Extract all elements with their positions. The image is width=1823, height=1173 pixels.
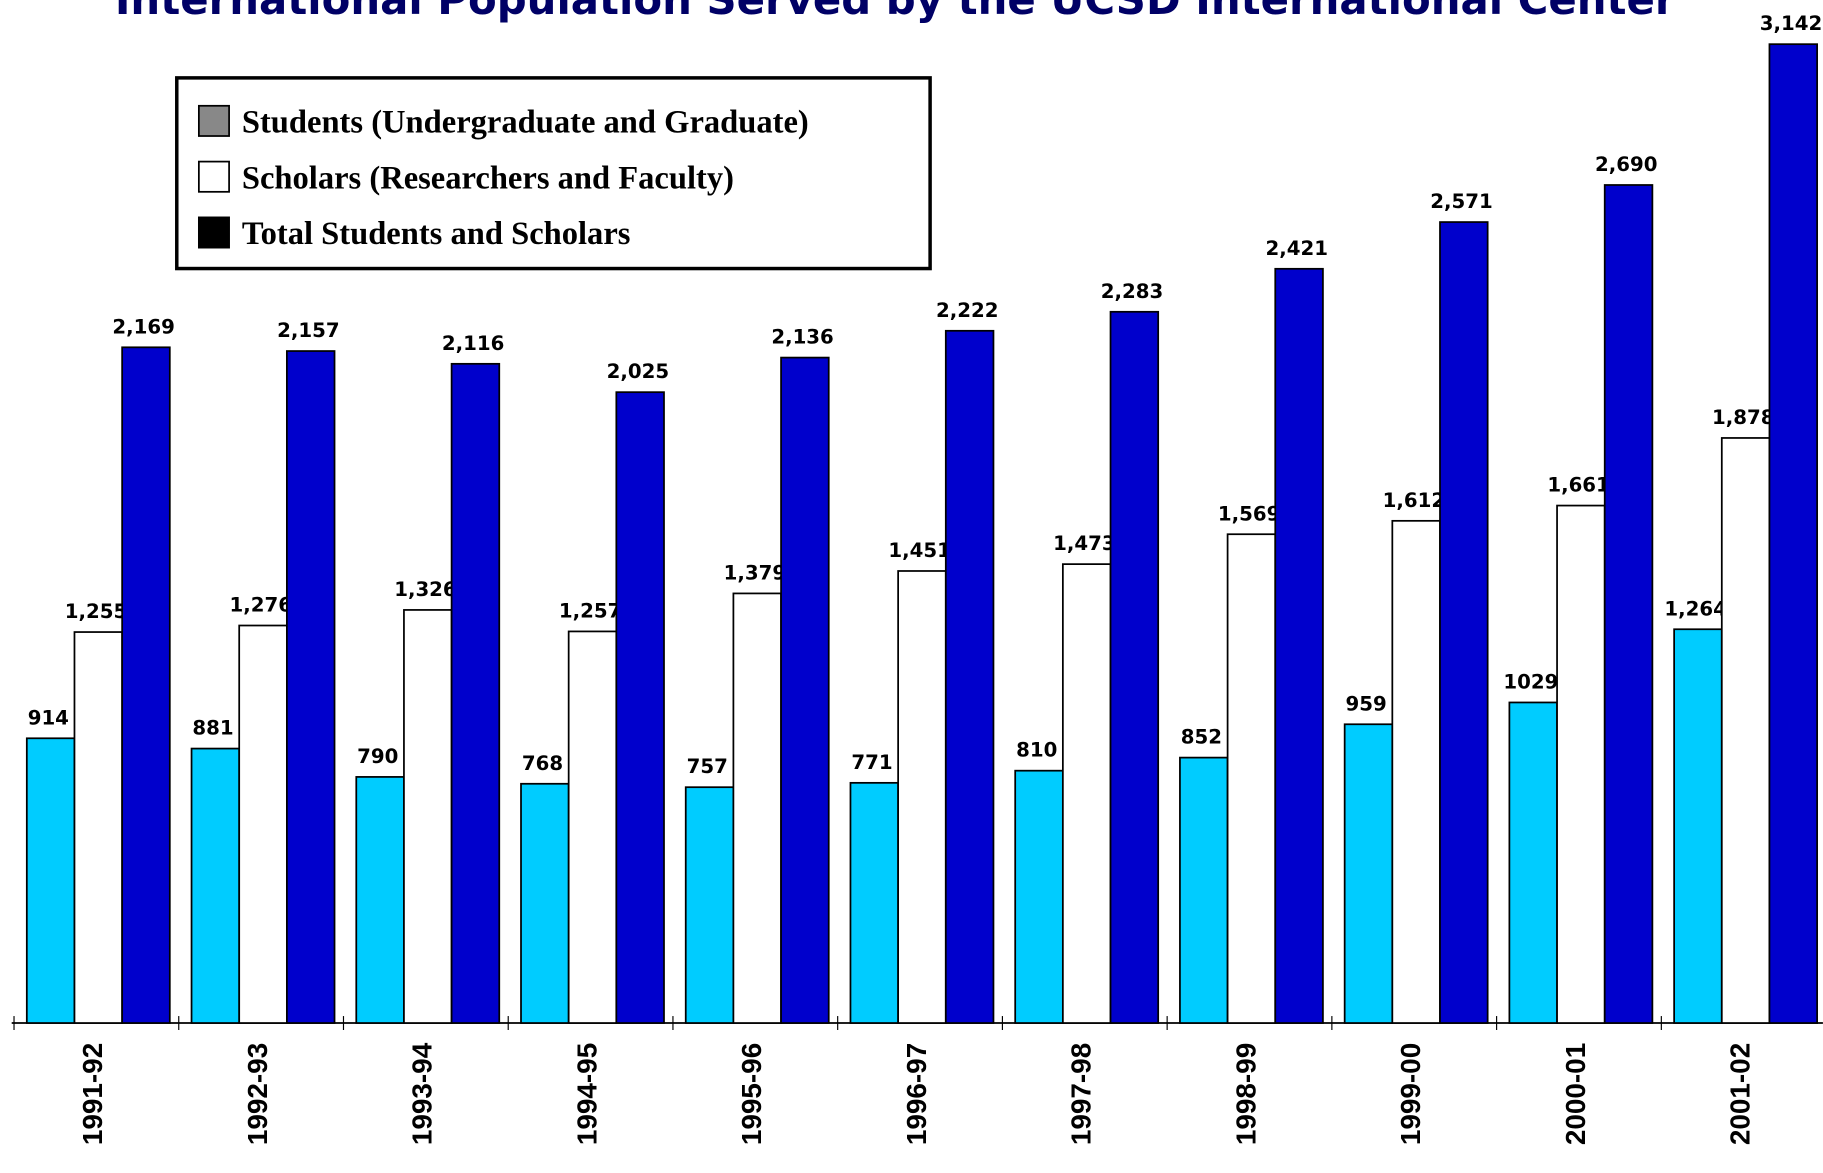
- data-label: 2,025: [607, 360, 669, 383]
- legend-label: Scholars (Researchers and Faculty): [242, 160, 734, 196]
- data-label: 2,421: [1266, 237, 1328, 260]
- x-tick-label: 1995-96: [736, 1043, 767, 1145]
- data-label: 2,136: [771, 326, 833, 349]
- data-label: 1,257: [559, 599, 621, 622]
- bar: [403, 609, 453, 1024]
- data-label: 2,169: [112, 315, 174, 338]
- bar: [1391, 519, 1441, 1024]
- data-label: 1,451: [888, 539, 950, 562]
- data-label: 1,264: [1664, 597, 1726, 620]
- bar: [238, 624, 288, 1024]
- bar: [1274, 267, 1324, 1024]
- bar: [1603, 184, 1654, 1024]
- bar: [1768, 43, 1818, 1024]
- data-label: 2,222: [936, 299, 998, 322]
- data-label: 2,157: [277, 319, 339, 342]
- x-tick-label: 1993-94: [407, 1042, 438, 1145]
- bar: [1439, 221, 1489, 1024]
- bar: [780, 356, 830, 1024]
- data-label: 790: [357, 745, 398, 768]
- bar: [1179, 756, 1229, 1024]
- data-label: 1,379: [724, 561, 786, 584]
- x-tick-label: 1996-97: [901, 1043, 932, 1145]
- data-label: 771: [851, 751, 892, 774]
- x-tick-label: 1994-95: [571, 1043, 602, 1145]
- data-label: 1,473: [1053, 532, 1115, 555]
- chart-title: International Population Served by the U…: [115, 0, 1676, 24]
- data-label: 2,571: [1430, 190, 1492, 213]
- bar: [520, 782, 570, 1024]
- legend-swatch: [197, 160, 230, 193]
- bar: [1226, 533, 1277, 1024]
- legend-swatch: [197, 104, 230, 137]
- x-tick-label: 1998-99: [1230, 1043, 1261, 1145]
- bar: [1673, 628, 1723, 1024]
- bar: [849, 781, 900, 1024]
- x-tick-label: 1999-00: [1395, 1043, 1426, 1145]
- bar: [944, 329, 995, 1024]
- data-label: 1,569: [1218, 502, 1280, 525]
- bar: [1343, 723, 1394, 1024]
- bar: [1014, 769, 1064, 1024]
- x-tick-label: 1992-93: [242, 1043, 273, 1145]
- data-label: 2,690: [1595, 153, 1657, 176]
- bar: [450, 362, 501, 1024]
- bar: [1508, 701, 1558, 1024]
- data-label: 810: [1016, 739, 1057, 762]
- legend-box: [175, 76, 932, 271]
- bar: [285, 350, 336, 1024]
- bar: [1109, 310, 1160, 1024]
- data-label: 1,326: [394, 578, 456, 601]
- data-label: 1,878: [1712, 406, 1774, 429]
- legend-swatch: [197, 216, 230, 249]
- data-label: 1,276: [229, 594, 291, 617]
- bar: [732, 592, 782, 1024]
- data-label: 768: [522, 752, 563, 775]
- data-label: 881: [192, 717, 233, 740]
- bar: [1061, 563, 1112, 1024]
- bar: [73, 631, 124, 1024]
- data-label: 2,116: [442, 332, 504, 355]
- data-label: 959: [1346, 692, 1387, 715]
- bar: [1556, 504, 1606, 1024]
- bar: [615, 391, 665, 1024]
- data-label: 914: [28, 706, 69, 729]
- x-tick-label: 1997-98: [1066, 1043, 1097, 1145]
- bar: [1720, 437, 1771, 1024]
- bar: [567, 630, 618, 1024]
- bar: [684, 786, 735, 1024]
- data-label: 852: [1181, 726, 1222, 749]
- data-label: 1,255: [65, 600, 127, 623]
- bar: [25, 737, 76, 1024]
- bar: [190, 747, 241, 1024]
- legend-label: Total Students and Scholars: [242, 216, 631, 252]
- x-tick-label: 2001-02: [1725, 1043, 1756, 1145]
- legend-label: Students (Undergraduate and Graduate): [242, 105, 809, 141]
- bar: [897, 570, 947, 1024]
- x-tick-label: 1991-92: [77, 1043, 108, 1145]
- bar: [355, 776, 405, 1024]
- x-tick-label: 2000-01: [1560, 1043, 1591, 1145]
- data-label: 757: [687, 755, 728, 778]
- data-label: 1,612: [1383, 489, 1445, 512]
- data-label: 3,142: [1760, 12, 1822, 35]
- data-label: 1,661: [1547, 474, 1609, 497]
- data-label: 1029: [1503, 671, 1558, 694]
- bar: [121, 346, 171, 1024]
- data-label: 2,283: [1101, 280, 1163, 303]
